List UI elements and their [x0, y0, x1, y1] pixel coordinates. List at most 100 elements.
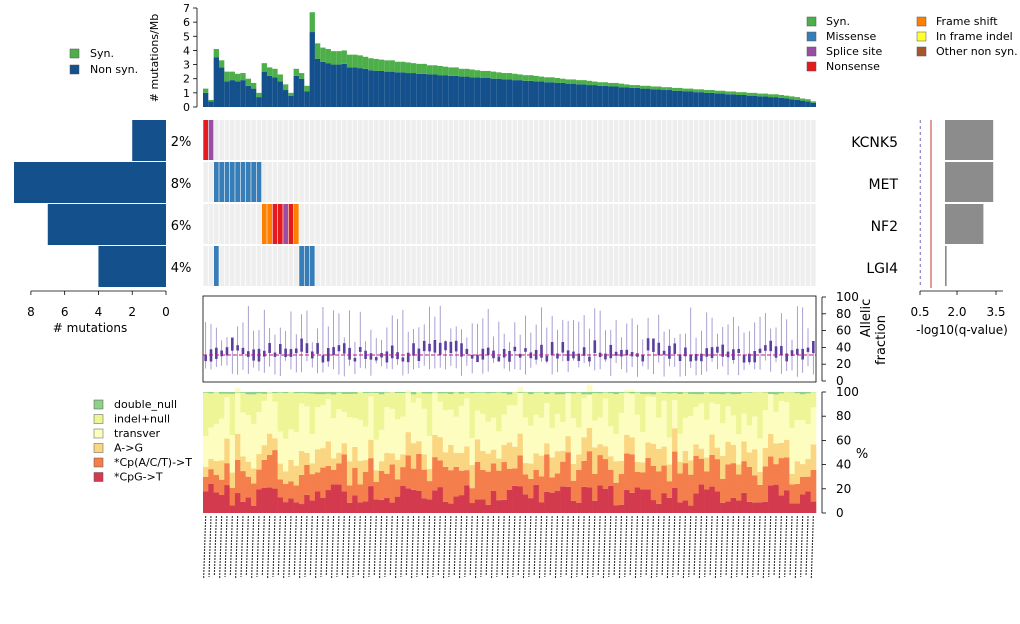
spectrum-segment: [517, 387, 524, 434]
bar-syn: [730, 91, 737, 95]
af-box: [465, 348, 469, 354]
sample-label-mark: [379, 515, 383, 579]
bar-nonsyn: [789, 99, 795, 107]
onco-cell: [469, 204, 475, 244]
bar-syn: [389, 60, 395, 72]
onco-cell: [784, 120, 789, 160]
onco-mutation: [299, 246, 304, 286]
onco-cell: [688, 204, 693, 244]
sample-label-mark: [554, 515, 559, 579]
spectrum-segment: [682, 450, 689, 464]
spectrum-segment: [336, 392, 342, 393]
onco-cell: [395, 246, 400, 286]
sample-label-mark: [533, 515, 537, 577]
onco-cell: [443, 120, 448, 160]
spectrum-segment: [453, 452, 460, 467]
onco-cell: [624, 246, 630, 286]
af-box: [300, 338, 303, 352]
onco-cell: [773, 204, 779, 244]
spectrum-segment: [672, 488, 678, 513]
spectrum-segment: [293, 431, 300, 466]
onco-cell: [421, 204, 427, 244]
spectrum-segment: [768, 391, 774, 434]
spectrum-segment: [778, 458, 785, 496]
onco-cell: [485, 162, 491, 202]
onco-cell: [715, 246, 720, 286]
spectrum-segment: [229, 487, 236, 506]
qvalue-bar: [945, 246, 947, 286]
sample-label-mark: [746, 515, 750, 579]
onco-cell: [651, 162, 656, 202]
spectrum-segment: [362, 460, 369, 472]
onco-cell: [795, 162, 800, 202]
bar-syn: [602, 82, 609, 86]
af-box: [225, 347, 229, 356]
onco-cell: [523, 246, 528, 286]
spectrum-segment: [394, 419, 401, 460]
onco-cell: [779, 246, 784, 286]
sample-label-mark: [464, 515, 468, 578]
sample-label-mark: [331, 515, 335, 579]
x-tick-label: 8: [27, 305, 35, 319]
bar-nonsyn: [746, 95, 753, 107]
bar-nonsyn: [768, 97, 774, 107]
spectrum-segment: [458, 392, 465, 394]
spectrum-segment: [336, 392, 342, 409]
af-box: [662, 350, 666, 355]
onco-cell: [437, 204, 443, 244]
onco-cell: [421, 246, 427, 286]
bar-nonsyn: [394, 72, 401, 107]
spectrum-segment: [778, 400, 785, 443]
spectrum-segment: [336, 463, 342, 485]
y-tick-label: 100: [836, 385, 859, 399]
spectrum-segment: [629, 390, 636, 438]
af-box: [582, 347, 586, 356]
onco-cell: [240, 120, 246, 160]
onco-cell: [528, 162, 534, 202]
onco-cell: [288, 162, 294, 202]
sample-label-mark: [469, 515, 473, 577]
onco-cell: [395, 162, 400, 202]
spectrum-segment: [640, 462, 646, 473]
bar-syn: [373, 58, 379, 71]
spectrum-segment: [309, 433, 316, 464]
sample-label-mark: [304, 515, 308, 578]
y-tick-label: 2: [183, 73, 190, 86]
spectrum-segment: [624, 434, 630, 454]
bar-syn: [314, 43, 321, 59]
af-box: [470, 354, 474, 359]
y-tick-label: 60: [836, 324, 851, 338]
onco-cell: [544, 246, 550, 286]
spectrum-segment: [213, 392, 220, 425]
bar-syn: [469, 69, 475, 78]
bar-syn: [224, 71, 230, 82]
spectrum-segment: [800, 494, 806, 513]
spectrum-segment: [373, 392, 380, 393]
spectrum-segment: [805, 392, 811, 394]
onco-cell: [581, 204, 587, 244]
bar-syn: [352, 54, 358, 68]
sample-label-mark: [357, 515, 361, 577]
bar-syn: [805, 99, 811, 102]
spectrum-segment: [613, 394, 620, 435]
spectrum-segment: [330, 469, 337, 485]
spectrum-segment: [677, 461, 684, 474]
bar-nonsyn: [213, 57, 219, 107]
spectrum-segment: [757, 472, 763, 485]
spectrum-segment: [208, 459, 214, 470]
spectrum-segment: [698, 448, 705, 459]
spectrum-segment: [245, 476, 252, 498]
spectrum-segment: [234, 433, 241, 460]
spectrum-segment: [490, 392, 497, 418]
sample-label-mark: [677, 515, 681, 577]
spectrum-segment: [714, 459, 721, 492]
bar-syn: [800, 98, 806, 101]
spectrum-segment: [682, 417, 689, 451]
spectrum-segment: [656, 392, 662, 418]
bar-nonsyn: [378, 70, 385, 107]
spectrum-segment: [384, 392, 390, 408]
bar-syn: [704, 90, 710, 93]
spectrum-segment: [682, 463, 689, 501]
bar-syn: [576, 80, 582, 85]
